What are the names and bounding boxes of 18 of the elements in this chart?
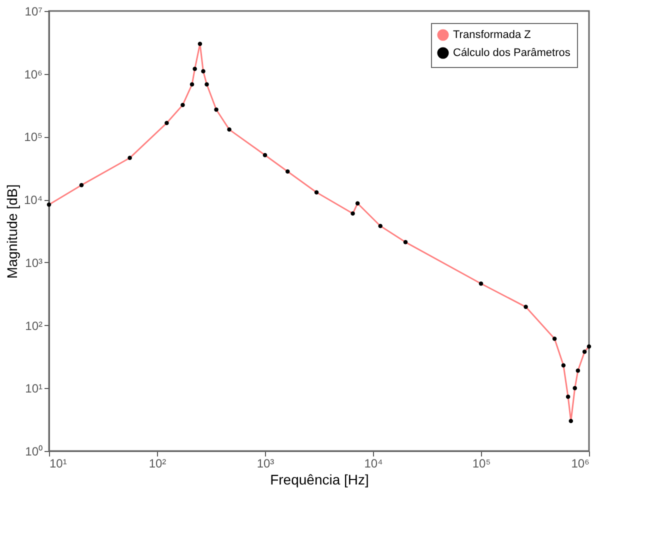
x-tick-label: 10¹	[50, 456, 67, 470]
x-tick-label: 10²	[148, 456, 166, 470]
y-axis-title: Magnitude [dB]	[4, 184, 20, 279]
legend-label: Cálculo dos Parâmetros	[453, 47, 571, 59]
y-tick-label: 10¹	[25, 382, 43, 396]
y-tick-label: 10⁶	[24, 67, 43, 82]
y-tick-label: 10³	[25, 256, 43, 270]
x-axis-title: Frequência [Hz]	[270, 472, 369, 488]
y-tick-label: 10²	[25, 318, 43, 333]
x-tick-label: 10⁴	[364, 456, 383, 470]
x-tick-label: 10⁵	[472, 456, 491, 470]
x-tick-label: 10³	[256, 456, 274, 470]
y-tick-label: 10⁷	[24, 4, 42, 18]
y-tick-label: 10⁰	[25, 444, 42, 458]
y-tick-label: 10⁵	[24, 130, 43, 144]
legend-label: Transformada Z	[453, 29, 532, 41]
x-tick-label: 10⁶	[571, 456, 590, 470]
y-tick-label: 10⁴	[24, 193, 42, 208]
